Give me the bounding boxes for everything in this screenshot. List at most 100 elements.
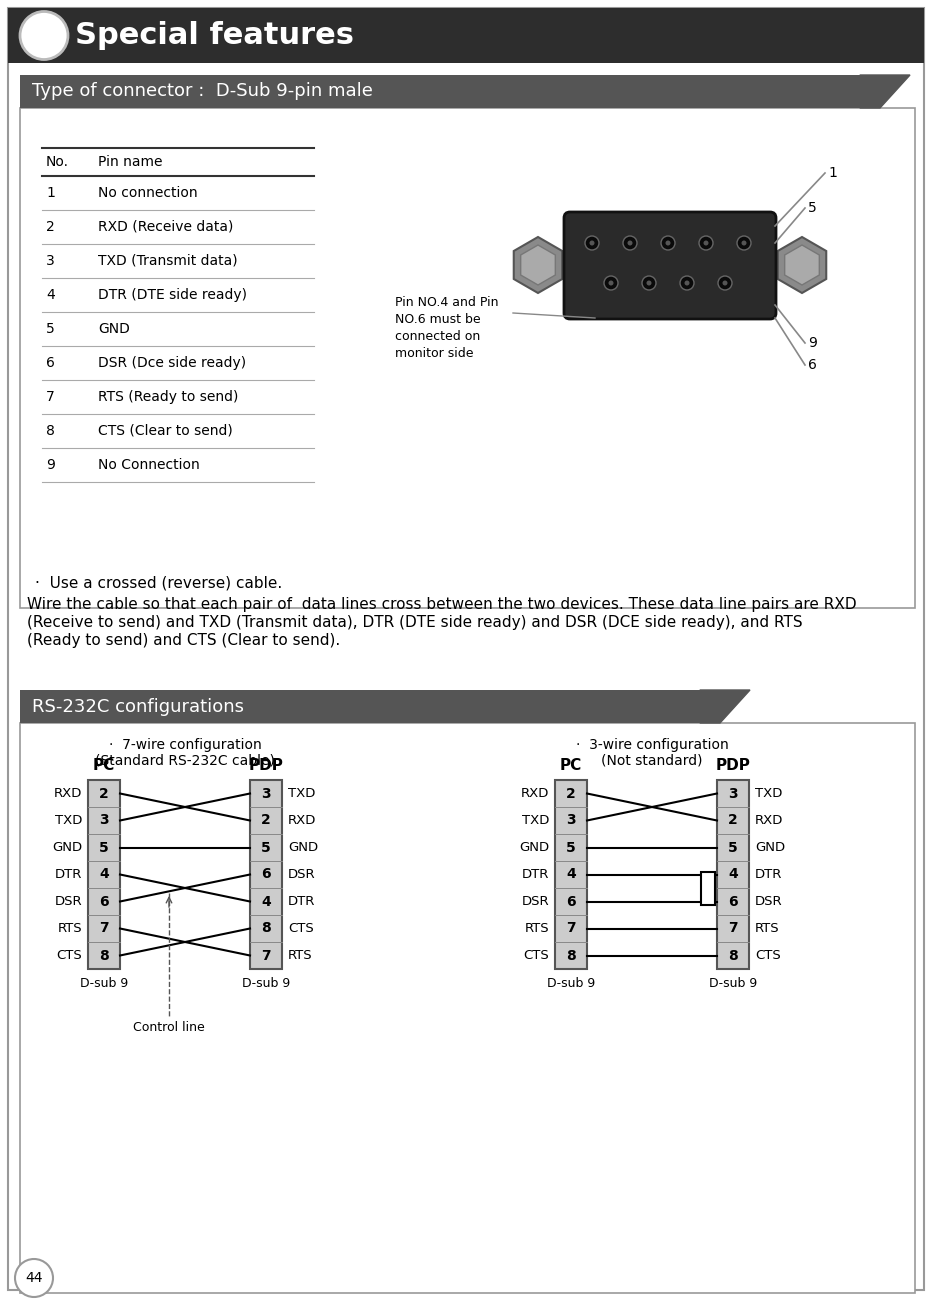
Circle shape (722, 281, 728, 286)
Bar (250, 780, 282, 970)
Text: 44: 44 (25, 1271, 43, 1285)
Text: D-sub 9: D-sub 9 (709, 977, 757, 990)
Text: DTR: DTR (55, 868, 82, 881)
Text: 1: 1 (46, 187, 55, 200)
Circle shape (684, 281, 690, 286)
Text: 7: 7 (261, 949, 271, 963)
Circle shape (742, 240, 747, 245)
Polygon shape (514, 238, 562, 294)
Text: 5: 5 (728, 840, 738, 855)
Text: 2: 2 (261, 813, 271, 827)
Circle shape (15, 1259, 53, 1297)
Circle shape (704, 240, 708, 245)
Text: No.: No. (46, 155, 69, 170)
Text: 1: 1 (828, 166, 837, 180)
Circle shape (665, 240, 670, 245)
Text: DSR: DSR (755, 895, 783, 908)
Text: 6: 6 (566, 894, 576, 908)
Polygon shape (65, 10, 480, 61)
Text: 9: 9 (46, 458, 55, 472)
Text: CTS: CTS (523, 949, 549, 962)
Text: ·  7-wire configuration: · 7-wire configuration (109, 739, 261, 752)
Bar (20, 108, 915, 608)
Text: Control line: Control line (133, 1021, 205, 1034)
Text: DSR: DSR (288, 868, 316, 881)
Text: PC: PC (560, 758, 582, 773)
Text: Special features: Special features (75, 21, 354, 50)
Text: 6: 6 (808, 358, 816, 372)
Text: Pin name: Pin name (98, 155, 162, 170)
Bar (20, 690, 720, 723)
Text: 2: 2 (99, 787, 109, 800)
Text: 8: 8 (99, 949, 109, 963)
Circle shape (680, 275, 694, 290)
Circle shape (647, 281, 651, 286)
Text: CTS: CTS (755, 949, 781, 962)
Text: RXD: RXD (755, 814, 784, 827)
Text: (Receive to send) and TXD (Transmit data), DTR (DTE side ready) and DSR (DCE sid: (Receive to send) and TXD (Transmit data… (27, 615, 802, 630)
Text: TXD (Transmit data): TXD (Transmit data) (98, 254, 238, 268)
Text: 3: 3 (728, 787, 738, 800)
Text: PDP: PDP (716, 758, 750, 773)
Text: 3: 3 (261, 787, 271, 800)
Text: GND: GND (519, 840, 549, 853)
Text: GND: GND (288, 840, 318, 853)
Text: 7: 7 (566, 921, 576, 936)
Text: 8: 8 (261, 921, 271, 936)
Text: No Connection: No Connection (98, 458, 199, 472)
Text: 8: 8 (566, 949, 576, 963)
Text: RXD: RXD (288, 814, 316, 827)
Text: Pin NO.4 and Pin: Pin NO.4 and Pin (395, 296, 499, 309)
Text: D-sub 9: D-sub 9 (547, 977, 596, 990)
Text: CTS: CTS (56, 949, 82, 962)
Polygon shape (777, 238, 827, 294)
Circle shape (585, 236, 599, 251)
Text: 8: 8 (46, 424, 55, 438)
Polygon shape (785, 245, 819, 284)
Text: NO.6 must be: NO.6 must be (395, 313, 481, 326)
Text: 9: 9 (808, 335, 816, 350)
Text: 4: 4 (99, 868, 109, 881)
Text: DTR: DTR (755, 868, 782, 881)
Bar (717, 780, 749, 970)
Text: RTS: RTS (755, 923, 780, 934)
Text: 7: 7 (99, 921, 109, 936)
Text: 6: 6 (261, 868, 271, 881)
Text: RTS: RTS (288, 949, 312, 962)
Text: GND: GND (52, 840, 82, 853)
Text: CTS (Clear to send): CTS (Clear to send) (98, 424, 233, 438)
Circle shape (699, 236, 713, 251)
Text: CTS: CTS (288, 923, 314, 934)
Text: 5: 5 (808, 201, 816, 215)
Polygon shape (700, 690, 750, 723)
Text: ·  Use a crossed (reverse) cable.: · Use a crossed (reverse) cable. (35, 576, 282, 590)
Text: 5: 5 (99, 840, 109, 855)
Text: Type of connector :  D-Sub 9-pin male: Type of connector : D-Sub 9-pin male (32, 82, 373, 100)
Text: 3: 3 (46, 254, 55, 268)
Bar (88, 780, 120, 970)
Text: ·  3-wire configuration: · 3-wire configuration (576, 739, 729, 752)
Text: RXD (Receive data): RXD (Receive data) (98, 221, 233, 234)
Text: RTS (Ready to send): RTS (Ready to send) (98, 390, 239, 405)
Text: RTS: RTS (525, 923, 549, 934)
Circle shape (590, 240, 595, 245)
Text: 3: 3 (566, 813, 576, 827)
Circle shape (737, 236, 751, 251)
Circle shape (20, 12, 68, 60)
Text: 6: 6 (46, 356, 55, 371)
Text: 5: 5 (261, 840, 271, 855)
Circle shape (609, 281, 613, 286)
Polygon shape (860, 74, 910, 108)
Text: TXD: TXD (522, 814, 549, 827)
Text: 3: 3 (99, 813, 109, 827)
Text: TXD: TXD (55, 814, 82, 827)
Text: DSR (Dce side ready): DSR (Dce side ready) (98, 356, 246, 371)
Text: (Standard RS-232C cable): (Standard RS-232C cable) (95, 754, 275, 769)
Circle shape (661, 236, 675, 251)
Circle shape (627, 240, 633, 245)
Text: 4: 4 (566, 868, 576, 881)
Text: 8: 8 (728, 949, 738, 963)
Bar (8, 8, 924, 63)
Text: (Not standard): (Not standard) (601, 754, 703, 769)
Text: 6: 6 (99, 894, 109, 908)
